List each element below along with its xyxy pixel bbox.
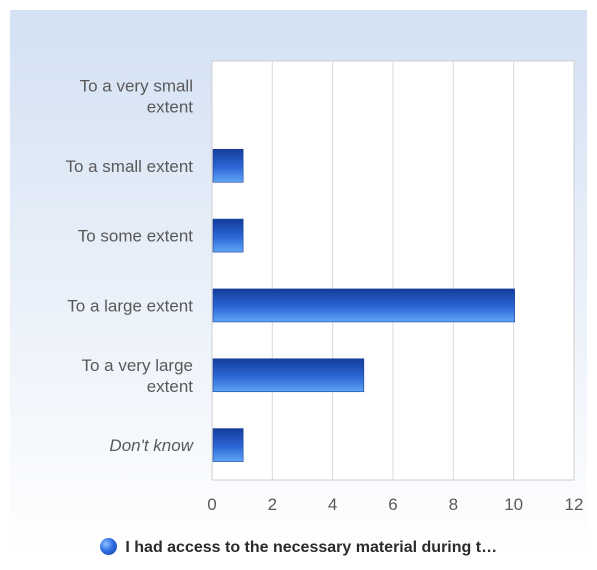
x-tick-label: 0 — [207, 495, 216, 514]
bar — [212, 148, 244, 183]
legend-marker — [99, 538, 117, 555]
x-tick-label: 10 — [504, 495, 523, 514]
plot-border — [211, 60, 575, 481]
bar — [212, 218, 244, 253]
x-tick-label: 4 — [328, 495, 337, 514]
category-label: To a small extent — [65, 157, 193, 176]
category-label: extent — [147, 97, 194, 116]
bar — [212, 358, 365, 393]
bar — [212, 288, 515, 323]
x-tick-label: 12 — [565, 495, 584, 514]
category-label: Don't know — [109, 436, 194, 455]
x-tick-label: 2 — [268, 495, 277, 514]
category-label: To some extent — [78, 227, 194, 246]
category-label: To a very large — [82, 356, 194, 375]
bar — [212, 428, 244, 462]
chart-legend: I had access to the necessary material d… — [0, 538, 597, 557]
legend-label: I had access to the necessary material d… — [125, 539, 498, 556]
category-label: To a large extent — [67, 296, 193, 315]
x-tick-label: 6 — [388, 495, 397, 514]
category-label: extent — [147, 377, 194, 396]
x-tick-label: 8 — [449, 495, 458, 514]
category-label: To a very small — [80, 76, 193, 95]
